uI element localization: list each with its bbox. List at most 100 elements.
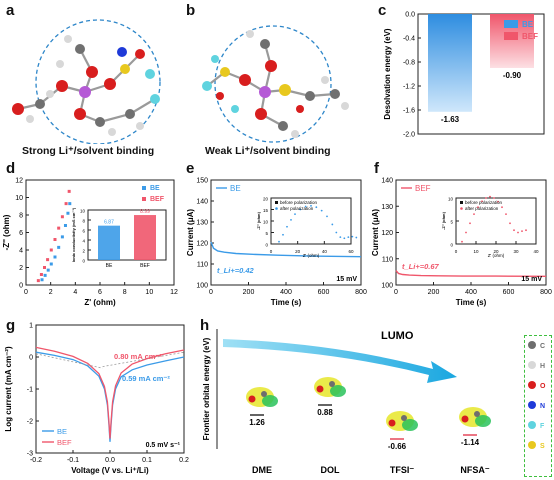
d-xtick-label: 4 — [73, 289, 77, 296]
e-inset-legend-marker-after — [275, 207, 278, 210]
f-bias-label: 15 mV — [521, 276, 542, 283]
e-inset-point — [282, 233, 284, 236]
h-element-legend-label: C — [540, 343, 545, 350]
e-legend-label: BE — [230, 184, 241, 193]
g-ytick-label: 1 — [29, 323, 33, 330]
e-ytick-label: 120 — [196, 241, 208, 248]
e-inset-point — [339, 236, 342, 238]
h-atom — [474, 411, 480, 417]
g-ytick-label: -2 — [27, 419, 33, 426]
d-inset-ytick-label: 2 — [82, 249, 85, 254]
e-ytick-label: 110 — [197, 262, 208, 269]
d-point-BEF — [57, 226, 61, 230]
h-orbital-lobe — [262, 395, 278, 407]
c-legend-label: BE — [522, 20, 534, 29]
g-annotation-be-current: 0.59 mA cm⁻² — [122, 374, 170, 383]
f-inset-point — [505, 213, 507, 215]
d-legend-marker — [142, 186, 146, 190]
f-ytick-label: 100 — [381, 283, 393, 290]
d-point-BE — [63, 224, 67, 227]
panel-label-f: f — [374, 160, 379, 177]
f-ytick-label: 130 — [381, 204, 393, 211]
f-inset-ylabel: -Z'' (ohm) — [441, 211, 446, 230]
d-inset-plot-frame — [87, 209, 167, 261]
f-inset-point — [493, 197, 495, 199]
f-inset-point — [481, 200, 483, 203]
e-inset-legend-before: before polarization — [280, 200, 318, 205]
c-ytick-label: -1.2 — [403, 84, 415, 91]
e-inset-point — [351, 235, 354, 238]
d-ytick-label: 12 — [15, 178, 23, 185]
h-atom — [461, 415, 469, 423]
d-ytick-label: 8 — [19, 213, 23, 220]
d-point-BEF — [39, 273, 43, 276]
f-inset-point — [485, 197, 487, 199]
g-ylabel: Log current (mA cm⁻²) — [4, 346, 13, 432]
g-scan-rate-label: 0.5 mV s⁻¹ — [146, 442, 181, 449]
e-series-line — [210, 241, 362, 258]
e-ylabel: Current (μA) — [186, 209, 195, 256]
e-inset-point — [290, 218, 292, 221]
c-plot-frame — [417, 13, 545, 135]
e-ytick-label: 130 — [196, 220, 208, 227]
d-point-BE — [40, 278, 44, 282]
d-point-BE — [46, 268, 50, 272]
panel-label-e: e — [186, 160, 195, 177]
d-inset-category-label: BE — [106, 263, 113, 269]
f-inset-legend-marker-before — [460, 201, 463, 204]
chart-d-eis: 0 2 4 6 8 10 12 0 2 4 6 8 10 12 -Z'' (ohm) Z' (ohm) BE BE… — [2, 178, 178, 308]
d-xlabel: Z' (ohm) — [84, 298, 116, 307]
h-molecule-name-2: TFSI⁻ — [390, 465, 414, 475]
d-point-BEF — [53, 238, 57, 241]
f-inset-ytick-label: 10 — [448, 197, 454, 202]
f-inset-point — [517, 231, 519, 234]
e-inset-ytick-label: 20 — [263, 197, 269, 202]
f-xtick-label: 400 — [465, 289, 477, 296]
d-inset-ytick-label: 4 — [82, 239, 85, 244]
g-annotation-bef-current: 0.80 mA cm⁻² — [114, 352, 162, 361]
g-ytick-label: -1 — [27, 387, 33, 394]
panel-label-h: h — [200, 317, 210, 334]
f-inset-point — [477, 206, 479, 209]
f-xtick-label: 0 — [394, 289, 398, 296]
h-element-legend-label: H — [540, 363, 545, 370]
e-ytick-label: 150 — [196, 178, 208, 185]
h-energy-value-label: -1.14 — [461, 438, 480, 447]
h-ylabel: Frontier orbital energy (eV) — [202, 337, 211, 440]
d-point-BE — [53, 255, 57, 259]
d-ytick-label: 10 — [15, 195, 23, 202]
h-element-legend-marker — [528, 361, 536, 369]
g-tafel-fit-line — [102, 351, 185, 367]
h-atom — [329, 381, 335, 387]
e-inset-xtick-label: 40 — [322, 249, 328, 254]
g-ytick-label: -3 — [27, 451, 33, 458]
e-inset-point — [355, 236, 358, 239]
f-inset-xtick-label: 40 — [533, 249, 539, 254]
d-inset-value-label: 8.99 — [140, 209, 150, 215]
g-ytick-label: 0 — [29, 355, 33, 362]
e-inset-ytick-label: 0 — [265, 243, 268, 248]
f-ytick-label: 120 — [381, 230, 393, 237]
e-xtick-label: 800 — [355, 289, 367, 296]
e-inset-point — [335, 231, 338, 234]
f-inset-point — [509, 222, 511, 225]
f-xtick-label: 600 — [503, 289, 515, 296]
c-bar-BE — [428, 14, 472, 112]
d-inset-bar-BEF — [134, 215, 156, 260]
f-xtick-label: 200 — [428, 289, 440, 296]
e-inset-legend-marker-before — [275, 201, 278, 204]
d-inset-ytick-label: 0 — [82, 259, 85, 264]
e-inset-point — [315, 206, 318, 209]
d-xtick-label: 8 — [123, 289, 127, 296]
e-inset-point — [310, 204, 312, 207]
h-orbital-lobe — [330, 385, 346, 397]
molecule-a-caption: Strong Li⁺/solvent binding — [22, 145, 155, 157]
h-element-legend-marker — [528, 421, 536, 429]
molecule-cluster-strong — [12, 19, 161, 144]
d-xtick-label: 10 — [145, 289, 153, 296]
f-inset-legend-marker-after — [460, 207, 463, 210]
panel-label-c: c — [378, 2, 387, 19]
g-xtick-label: 0.0 — [105, 457, 115, 464]
f-inset-point — [473, 213, 475, 215]
